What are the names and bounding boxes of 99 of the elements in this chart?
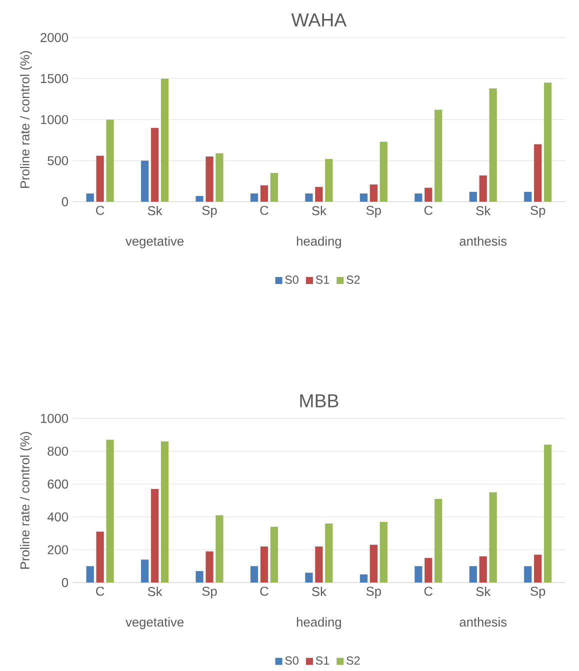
bar	[489, 88, 497, 202]
bar	[324, 523, 333, 583]
bar	[260, 185, 268, 202]
bar	[140, 560, 149, 583]
bar	[160, 78, 168, 202]
legend-label: S2	[346, 276, 360, 284]
bar	[370, 184, 378, 202]
bar	[544, 444, 552, 583]
y-axis-title: Proline rate / control (%)	[20, 51, 32, 188]
bar	[534, 554, 542, 583]
bar	[216, 515, 224, 583]
bar	[424, 188, 432, 202]
bar	[469, 566, 477, 583]
bar	[150, 488, 158, 583]
bar	[305, 572, 313, 583]
x-tick-label: Sp	[366, 206, 381, 218]
bar	[434, 498, 442, 583]
text: vegetative	[125, 617, 184, 630]
x-tick-label: Sp	[202, 206, 217, 218]
bar	[479, 175, 487, 202]
x-tick-label: C	[260, 206, 268, 215]
text: anthesis	[460, 236, 506, 246]
x-tick-label: C	[260, 586, 268, 596]
y-tick-label: 1500	[40, 74, 68, 84]
x-tick-label: C	[96, 586, 104, 596]
bar	[380, 522, 388, 583]
bar	[270, 526, 278, 583]
x-tick-label: Sk	[476, 206, 491, 216]
bar	[106, 440, 114, 583]
y-tick-label: 600	[48, 480, 68, 489]
x-tick-label: Sk	[312, 206, 326, 216]
bar	[140, 160, 149, 202]
x-tick-label: Sk	[476, 586, 491, 596]
bar	[86, 193, 94, 202]
text: anthesis	[460, 617, 506, 627]
bar	[96, 156, 104, 202]
bar	[86, 566, 94, 583]
x-tick-label: Sp	[530, 586, 546, 598]
legend-label: S1	[316, 276, 329, 284]
chart-title: WAHA	[291, 14, 346, 26]
bar	[414, 193, 422, 202]
bar	[360, 193, 368, 202]
x-tick-label: Sp	[202, 586, 217, 598]
bar	[160, 441, 168, 583]
legend-label: S1	[316, 656, 329, 665]
text: vegetative	[125, 236, 184, 248]
y-tick-label: 0	[62, 578, 68, 588]
y-tick-label: 500	[48, 156, 68, 166]
bar	[544, 82, 552, 202]
bar	[489, 492, 497, 583]
bar	[250, 566, 258, 583]
x-tick-label: Sk	[148, 206, 162, 216]
bar	[315, 546, 323, 583]
bar	[270, 172, 278, 202]
y-tick-label: 400	[47, 512, 68, 522]
bar	[260, 546, 268, 583]
bar	[370, 544, 378, 583]
bar	[106, 120, 114, 202]
bar	[424, 558, 432, 583]
bar	[196, 196, 204, 202]
bar	[524, 566, 532, 583]
legend-label: S0	[285, 656, 298, 665]
x-tick-label: C	[424, 206, 432, 215]
bar	[206, 156, 214, 202]
bar	[206, 551, 214, 583]
bar	[216, 153, 224, 202]
bar	[360, 574, 368, 583]
bar	[469, 192, 477, 202]
bar	[305, 193, 313, 202]
x-tick-label: C	[96, 206, 104, 215]
y-tick-label: 0	[62, 197, 68, 206]
bar	[380, 142, 388, 202]
bar	[196, 571, 204, 583]
bar	[96, 532, 104, 583]
legend-label: S0	[285, 276, 298, 284]
chart-title: MBB	[300, 394, 338, 408]
bar	[434, 110, 442, 202]
y-tick-label: 2000	[40, 33, 68, 42]
x-tick-label: Sk	[148, 586, 162, 596]
x-tick-label: C	[424, 586, 432, 596]
y-tick-label: 1000	[40, 414, 68, 423]
bar	[250, 193, 258, 202]
text: heading	[296, 617, 341, 630]
y-tick-label: 1000	[40, 115, 68, 124]
legend-label: S2	[346, 656, 360, 665]
text: heading	[296, 236, 341, 248]
x-tick-label: Sp	[530, 206, 546, 218]
bar	[479, 556, 487, 583]
x-tick-label: Sp	[366, 586, 381, 598]
bar	[150, 128, 158, 202]
bar	[534, 144, 542, 202]
bar	[524, 192, 532, 202]
y-axis-title: Proline rate / control (%)	[20, 432, 32, 569]
x-tick-label: Sk	[312, 586, 326, 596]
bar	[324, 159, 333, 202]
bar	[315, 186, 323, 202]
bar	[414, 566, 422, 583]
y-tick-label: 800	[48, 446, 68, 456]
y-tick-label: 200	[48, 545, 68, 554]
